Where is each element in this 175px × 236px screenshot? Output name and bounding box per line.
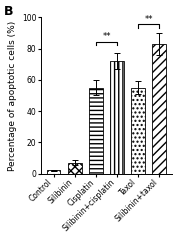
Bar bbox=[131, 88, 145, 173]
Text: B: B bbox=[4, 5, 13, 18]
Text: **: ** bbox=[145, 15, 153, 24]
Bar bbox=[47, 170, 61, 173]
Y-axis label: Percentage of apoptotic cells (%): Percentage of apoptotic cells (%) bbox=[8, 20, 16, 171]
Bar bbox=[89, 88, 103, 173]
Text: **: ** bbox=[102, 32, 111, 41]
Bar bbox=[110, 61, 124, 173]
Bar bbox=[68, 163, 82, 173]
Bar bbox=[152, 44, 166, 173]
